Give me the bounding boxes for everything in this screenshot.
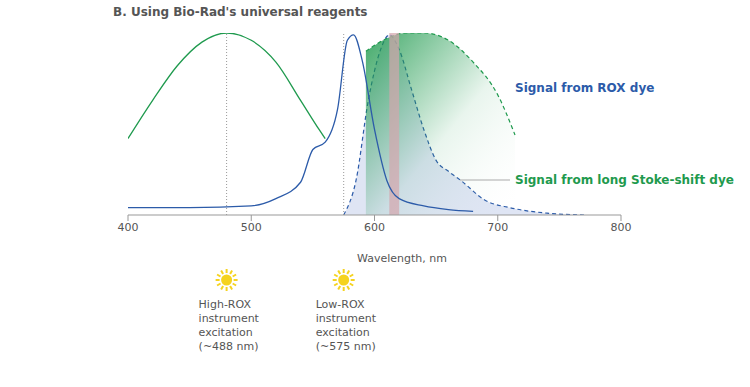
html-text:Low-ROX: Low-ROX (315, 298, 365, 311)
html-text:B. Using Bio-Rad's universal r: B. Using Bio-Rad's universal reagents (113, 5, 368, 19)
html-text:Wavelength, nm: Wavelength, nm (357, 252, 447, 265)
svg-text:500: 500 (241, 221, 262, 234)
svg-text:800: 800 (611, 221, 632, 234)
html-text:(~488 nm): (~488 nm) (198, 340, 259, 353)
html-text:instrument: instrument (198, 312, 259, 325)
svg-text:700: 700 (487, 221, 508, 234)
html-text:excitation: excitation (198, 326, 253, 339)
html-text:(~575 nm): (~575 nm) (315, 340, 376, 353)
svg-text:400: 400 (118, 221, 139, 234)
html-text:High-ROX: High-ROX (198, 298, 251, 311)
svg-text:600: 600 (364, 221, 385, 234)
html-text:Signal from ROX dye: Signal from ROX dye (515, 81, 655, 95)
html-text:excitation: excitation (315, 326, 370, 339)
html-text:Signal from long Stoke-shift d: Signal from long Stoke-shift dye (515, 173, 734, 187)
html-text:instrument: instrument (315, 312, 376, 325)
